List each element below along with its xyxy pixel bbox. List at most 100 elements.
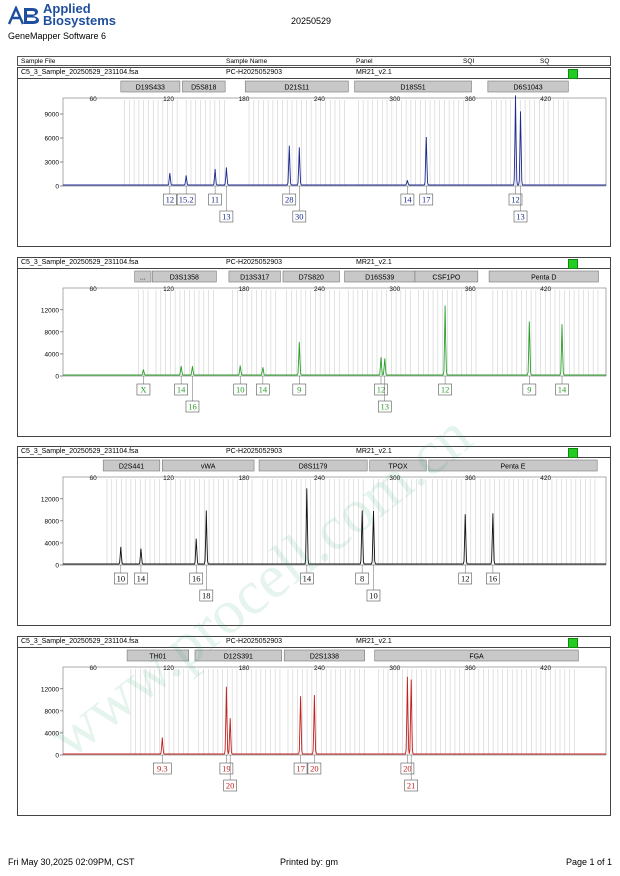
footer-page-number: Page 1 of 1 bbox=[566, 857, 613, 867]
marker-label: CSF1PO bbox=[432, 275, 461, 282]
allele-call-18: 18 bbox=[202, 591, 211, 601]
y-tick-label: 8000 bbox=[45, 708, 60, 715]
allele-call-box bbox=[555, 383, 569, 396]
marker-box bbox=[283, 649, 365, 662]
allele-call-30: 30 bbox=[295, 212, 304, 222]
allele-call-16: 16 bbox=[489, 574, 498, 584]
x-tick-label: 360 bbox=[465, 96, 476, 103]
allele-call-box bbox=[508, 193, 523, 206]
marker-bin-d19s433: D19S433 bbox=[120, 80, 181, 93]
allele-call-box bbox=[300, 572, 314, 585]
allele-call-20: 20 bbox=[403, 764, 412, 774]
allele-call-10: 10 bbox=[369, 591, 378, 601]
y-tick-label: 0 bbox=[55, 374, 59, 381]
allele-call-12: 12 bbox=[166, 195, 175, 205]
x-tick-label: 120 bbox=[163, 96, 174, 103]
marker-box bbox=[228, 270, 281, 283]
allele-call-15.2: 15.2 bbox=[179, 195, 194, 205]
allele-call-13: 13 bbox=[222, 212, 231, 222]
marker-box bbox=[194, 649, 283, 662]
marker-label: D8S1179 bbox=[299, 464, 328, 471]
x-tick-label: 300 bbox=[389, 286, 400, 293]
marker-box bbox=[414, 270, 479, 283]
marker-box bbox=[487, 80, 569, 93]
allele-call-12: 12 bbox=[441, 385, 450, 395]
run-date: 20250529 bbox=[291, 16, 332, 26]
marker-bin-csf1po: CSF1PO bbox=[414, 270, 479, 283]
allele-call-box bbox=[233, 383, 248, 396]
allele-call-box bbox=[400, 762, 415, 775]
x-tick-label: 240 bbox=[314, 96, 325, 103]
x-tick-label: 420 bbox=[540, 665, 551, 672]
x-tick-label: 420 bbox=[540, 96, 551, 103]
allele-call-28: 28 bbox=[285, 195, 294, 205]
marker-box bbox=[161, 459, 255, 472]
allele-call-14: 14 bbox=[303, 574, 312, 584]
marker-bin-vwa: vWA bbox=[161, 459, 255, 472]
sample-file: C5_3_Sample_20250529_231104.fsa bbox=[21, 69, 139, 76]
allele-call-21: 21 bbox=[407, 781, 416, 791]
marker-label: D3S1358 bbox=[170, 275, 199, 282]
marker-bin-d21s11: D21S11 bbox=[244, 80, 349, 93]
allele-call-box bbox=[134, 572, 148, 585]
marker-bin-fga: FGA bbox=[374, 649, 579, 662]
x-tick-label: 180 bbox=[239, 475, 250, 482]
col-sample-name: Sample Name bbox=[226, 58, 268, 65]
allele-call-14: 14 bbox=[259, 385, 268, 395]
x-tick-label: 420 bbox=[540, 286, 551, 293]
y-tick-label: 4000 bbox=[45, 540, 60, 547]
trace bbox=[63, 676, 606, 755]
marker-label: ... bbox=[140, 275, 146, 282]
allele-call-20: 20 bbox=[310, 764, 319, 774]
allele-call-19: 19 bbox=[222, 764, 231, 774]
marker-label: TH01 bbox=[149, 654, 166, 661]
allele-call-17: 17 bbox=[422, 195, 431, 205]
allele-call-box bbox=[185, 400, 200, 413]
marker-box bbox=[244, 80, 349, 93]
x-tick-label: 240 bbox=[314, 475, 325, 482]
x-tick-label: 60 bbox=[90, 475, 98, 482]
allele-call-box bbox=[400, 193, 415, 206]
col-panel: Panel bbox=[356, 58, 373, 65]
marker-label: vWA bbox=[201, 464, 216, 471]
marker-bin-d2s1338: D2S1338 bbox=[283, 649, 365, 662]
marker-label: D16S539 bbox=[365, 275, 394, 282]
quality-indicator bbox=[568, 69, 578, 79]
quality-indicator bbox=[568, 259, 578, 269]
col-sqi: SQI bbox=[463, 58, 475, 65]
allele-call-box bbox=[458, 572, 473, 585]
panel-name: MR21_v2.1 bbox=[356, 69, 392, 76]
marker-box bbox=[102, 459, 161, 472]
marker-bin-pentad: Penta D bbox=[488, 270, 599, 283]
allele-call-box bbox=[208, 193, 222, 206]
allele-call-box bbox=[219, 762, 234, 775]
plot-frame bbox=[62, 666, 607, 756]
quality-indicator bbox=[568, 448, 578, 458]
marker-label: D2S1338 bbox=[310, 654, 339, 661]
x-tick-label: 60 bbox=[90, 665, 98, 672]
marker-label: D19S433 bbox=[136, 85, 165, 92]
panel-name: MR21_v2.1 bbox=[356, 259, 392, 266]
x-tick-label: 120 bbox=[163, 286, 174, 293]
column-header-bar: Sample File Sample Name Panel SQI SQ bbox=[17, 56, 611, 66]
marker-box bbox=[151, 270, 217, 283]
allele-call-9: 9 bbox=[297, 385, 301, 395]
plot-1: ... D3S1358 D13S317 D7S820 D16S539 CSF1PO Pent… bbox=[41, 270, 607, 413]
allele-call-box bbox=[366, 589, 381, 602]
marker-bin-d5s818: D5S818 bbox=[182, 80, 226, 93]
panel-header: C5_3_Sample_20250529_231104.fsa PC-H2025… bbox=[18, 258, 610, 269]
electropherogram-panel-green: C5_3_Sample_20250529_231104.fsa PC-H2025… bbox=[17, 257, 611, 437]
allele-call-box bbox=[355, 572, 369, 585]
allele-call-box bbox=[256, 383, 270, 396]
electropherogram-panel-red: C5_3_Sample_20250529_231104.fsa PC-H2025… bbox=[17, 636, 611, 816]
allele-call-14: 14 bbox=[558, 385, 567, 395]
marker-label: TPOX bbox=[388, 464, 407, 471]
sample-name: PC-H2025052903 bbox=[226, 638, 283, 645]
electropherogram-panel-blue: C5_3_Sample_20250529_231104.fsa PC-H2025… bbox=[17, 67, 611, 247]
allele-call-X: X bbox=[140, 385, 146, 395]
marker-label: D18S51 bbox=[400, 85, 425, 92]
marker-label: D6S1043 bbox=[513, 85, 542, 92]
marker-bin-tpox: TPOX bbox=[369, 459, 427, 472]
x-tick-label: 360 bbox=[465, 475, 476, 482]
